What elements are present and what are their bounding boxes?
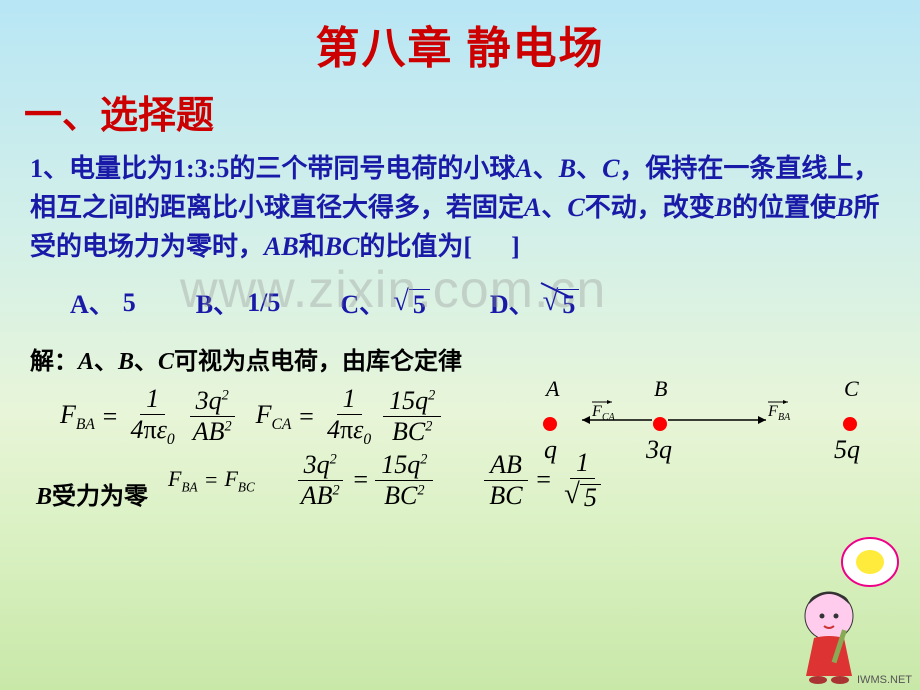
svg-text:B: B xyxy=(654,380,667,401)
choice-a: A、 5 xyxy=(70,284,136,321)
eq-fca: FCA = 1 4πε0 15q2 BC2 xyxy=(256,386,442,448)
q-ratio: 1:3:5 xyxy=(173,154,229,183)
b-zero-label: B受力为零 xyxy=(36,476,148,511)
svg-text:BA: BA xyxy=(778,412,791,423)
question-text: 1、电量比为1:3:5的三个带同号电荷的小球A、B、C，保持在一条直线上，相互之… xyxy=(30,149,890,266)
eq-ratio: 3q2 AB2 = 15q2 BC2 xyxy=(295,452,434,509)
section-heading: 一、选择题 xyxy=(24,84,920,139)
svg-text:CA: CA xyxy=(602,412,616,423)
svg-text:5q: 5q xyxy=(834,435,860,464)
svg-text:A: A xyxy=(544,380,560,401)
svg-text:F: F xyxy=(591,403,602,420)
choice-a-value: 5 xyxy=(123,288,136,318)
q-prefix: 1、电量比为 xyxy=(30,154,173,183)
svg-text:3q: 3q xyxy=(645,435,672,464)
svg-text:F: F xyxy=(767,403,778,420)
svg-text:C: C xyxy=(844,380,859,401)
chapter-title: 第八章 静电场 xyxy=(0,0,920,76)
charge-diagram: A B C F CA F BA q 3q 5q xyxy=(530,380,870,470)
cartoon-girl-icon xyxy=(774,534,914,684)
solution-line1: 解：A、B、C可视为点电荷，由库仑定律 xyxy=(30,341,920,376)
svg-text:q: q xyxy=(544,435,557,464)
eq-fba-eq-fbc: FBA = FBC xyxy=(168,466,255,495)
choice-a-label: A、 xyxy=(70,284,115,321)
eq-fba: FBA = 1 4πε0 3q2 AB2 xyxy=(60,386,238,448)
footer-watermark: IWMS.NET xyxy=(857,674,912,686)
